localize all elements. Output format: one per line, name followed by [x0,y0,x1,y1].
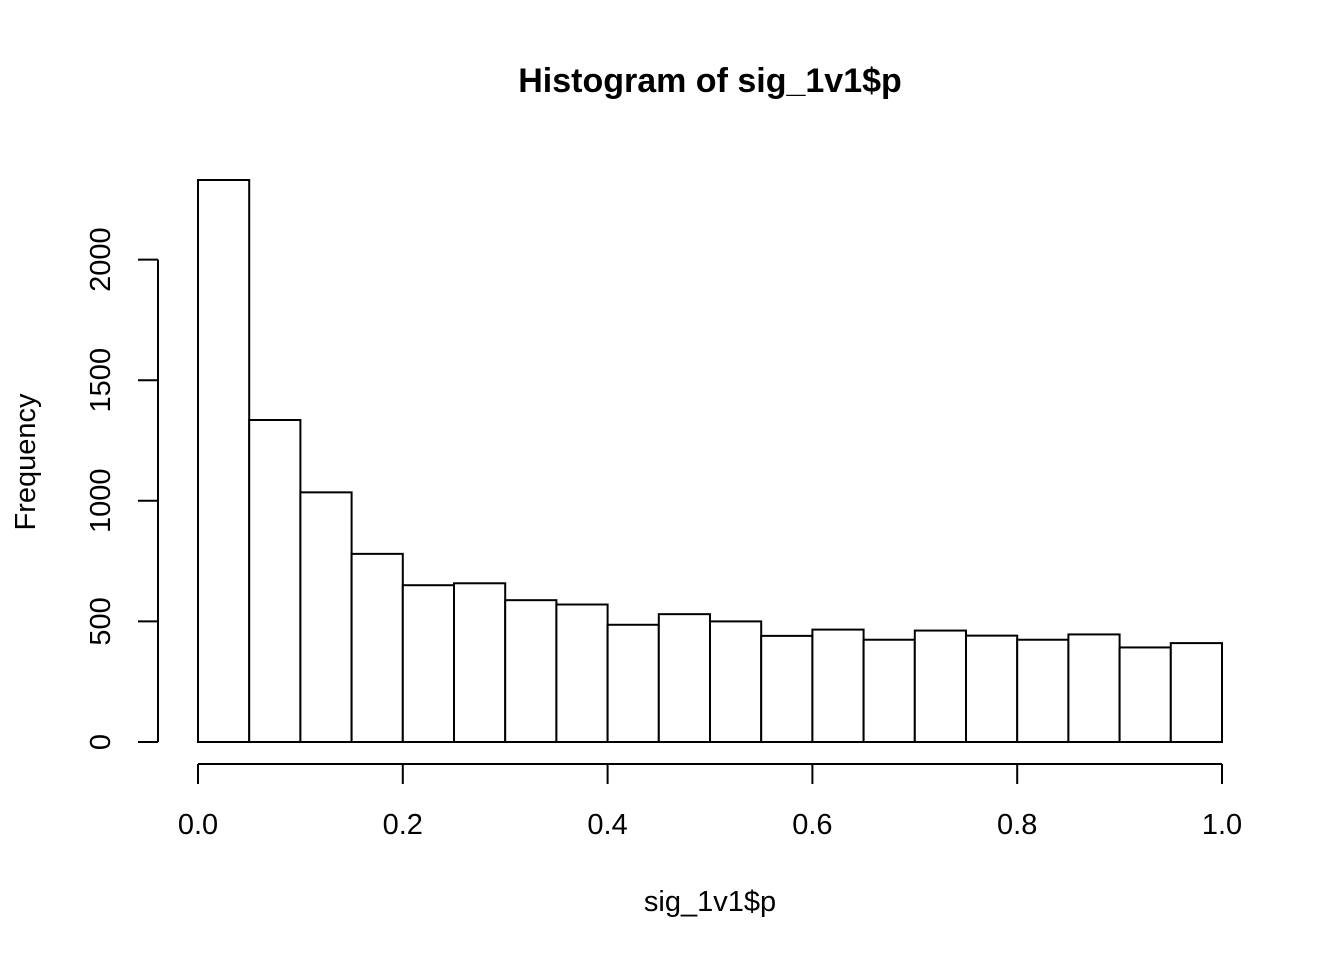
y-tick-label: 2000 [85,227,117,292]
histogram-bar [350,552,404,744]
x-tick-label: 0.8 [997,809,1037,841]
x-axis: 0.0 0.2 0.4 0.6 0.8 1.0 [178,763,1242,841]
histogram-bar [811,628,865,743]
histogram-bar [606,623,660,743]
histogram-bar [913,629,967,744]
histogram-bar [760,634,814,743]
histogram-bar [555,603,609,743]
histogram-bar [248,418,302,743]
histogram-bar [1067,633,1121,743]
histogram-bar [401,584,455,743]
x-tick-label: 1.0 [1202,809,1242,841]
histogram-bar [1169,642,1224,743]
histogram-bar [197,179,251,743]
y-axis-label: Frequency [10,393,42,531]
histogram-bar [1016,638,1070,743]
histogram-bar [965,634,1019,744]
chart-title: Histogram of sig_1v1$p [518,62,902,100]
histogram-bar [862,638,916,743]
histogram-bar [657,613,711,743]
x-tick-label: 0.0 [178,809,218,841]
histogram-bar [299,491,353,744]
histogram-bar [504,599,558,744]
x-tick-label: 0.4 [587,809,627,841]
y-tick-label: 0 [85,734,117,750]
x-axis-label: sig_1v1$p [644,886,776,918]
y-axis: 0 500 1000 1500 2000 [85,227,159,750]
histogram-bar [1118,646,1172,743]
histogram-bar [709,620,763,744]
x-tick-label: 0.2 [383,809,423,841]
histogram-bar [453,582,507,743]
y-tick-label: 500 [85,597,117,645]
x-tick-label: 0.6 [792,809,832,841]
y-tick-label: 1000 [85,469,117,534]
bars-group [197,179,1224,744]
y-tick-label: 1500 [85,348,117,413]
